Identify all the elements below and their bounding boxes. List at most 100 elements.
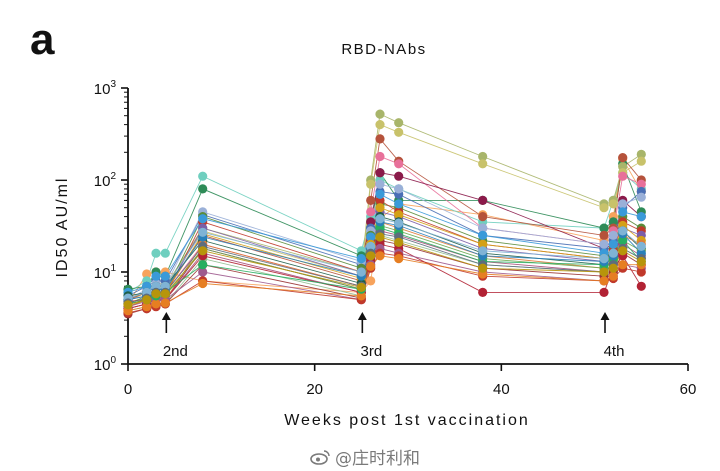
y-tick-label: 103 xyxy=(94,79,117,98)
data-point xyxy=(599,267,609,277)
data-point xyxy=(478,212,488,222)
data-point xyxy=(478,246,488,256)
data-point xyxy=(356,254,366,264)
data-point xyxy=(160,248,170,258)
dose-annotation: 4th xyxy=(600,312,624,360)
data-point xyxy=(375,203,385,213)
data-point xyxy=(599,230,609,240)
data-point xyxy=(198,278,208,289)
data-point xyxy=(394,254,404,264)
data-point xyxy=(636,256,646,267)
data-point xyxy=(394,184,404,194)
data-point xyxy=(366,179,376,189)
data-point xyxy=(151,248,161,258)
y-tick-label: 101 xyxy=(94,263,117,282)
data-point xyxy=(618,260,628,270)
data-point xyxy=(356,282,366,292)
data-point xyxy=(198,260,208,270)
data-point xyxy=(618,199,628,209)
data-point xyxy=(198,246,208,256)
data-point xyxy=(375,189,385,199)
y-tick-label: 100 xyxy=(94,355,117,374)
data-point xyxy=(142,302,152,312)
data-point xyxy=(394,199,404,209)
data-point xyxy=(198,171,208,181)
data-point xyxy=(478,287,488,297)
data-point xyxy=(375,251,385,261)
data-point xyxy=(366,276,376,286)
data-point xyxy=(478,263,488,273)
data-point xyxy=(636,241,646,251)
data-point xyxy=(356,291,366,301)
data-point xyxy=(160,289,170,299)
series-points xyxy=(123,109,646,319)
data-point xyxy=(478,159,488,169)
data-point xyxy=(618,235,628,246)
panel-letter: a xyxy=(30,15,55,64)
dose-arrow-head xyxy=(357,312,367,320)
data-point xyxy=(366,195,376,205)
data-point xyxy=(375,120,385,130)
data-point xyxy=(599,223,609,233)
data-point xyxy=(160,298,170,308)
data-point xyxy=(599,287,609,297)
data-point xyxy=(198,267,208,277)
data-point xyxy=(375,179,385,189)
dose-arrow-head xyxy=(161,312,171,320)
data-point xyxy=(375,109,385,119)
dose-annotation: 3rd xyxy=(357,312,382,360)
data-point xyxy=(618,246,628,256)
weibo-icon xyxy=(310,449,330,465)
data-point xyxy=(375,134,385,144)
dose-annotation: 2nd xyxy=(161,312,188,360)
data-point xyxy=(618,153,628,163)
data-point xyxy=(394,171,404,181)
data-point xyxy=(394,218,404,228)
data-point xyxy=(375,214,385,224)
dose-label: 3rd xyxy=(360,343,382,360)
data-point xyxy=(366,251,376,261)
dose-label: 2nd xyxy=(163,343,188,360)
data-point xyxy=(599,239,609,249)
data-point xyxy=(366,207,376,217)
data-point xyxy=(375,151,385,162)
data-point xyxy=(478,223,488,233)
y-tick-label: 102 xyxy=(94,171,117,190)
data-point xyxy=(375,168,385,178)
dose-arrow-head xyxy=(600,312,610,320)
data-point xyxy=(198,184,208,194)
data-point xyxy=(394,210,404,220)
data-point xyxy=(394,159,404,169)
data-point xyxy=(608,263,618,273)
data-point xyxy=(356,267,366,277)
data-point xyxy=(636,149,646,159)
data-point xyxy=(478,239,488,249)
data-point xyxy=(618,171,628,181)
data-point xyxy=(478,195,488,205)
x-tick-label: 20 xyxy=(306,381,323,398)
data-point xyxy=(608,230,618,240)
data-point xyxy=(151,289,161,299)
data-point xyxy=(599,276,609,286)
data-point xyxy=(366,241,376,251)
x-tick-label: 40 xyxy=(493,381,510,398)
data-point xyxy=(636,267,646,277)
data-point xyxy=(608,248,618,258)
y-axis-label: ID50 AU/ml xyxy=(54,177,71,278)
data-point xyxy=(636,179,646,189)
chart-title: RBD-NAbs xyxy=(341,41,426,58)
data-point xyxy=(142,295,152,305)
data-point xyxy=(394,127,404,137)
x-tick-label: 0 xyxy=(124,381,132,398)
data-point xyxy=(599,203,609,213)
data-point xyxy=(366,261,376,271)
data-point xyxy=(394,118,404,128)
data-point xyxy=(198,214,208,224)
data-point xyxy=(599,254,609,264)
data-point xyxy=(198,227,208,237)
data-point xyxy=(608,271,618,281)
data-point xyxy=(123,300,133,310)
series-layer xyxy=(123,109,646,319)
